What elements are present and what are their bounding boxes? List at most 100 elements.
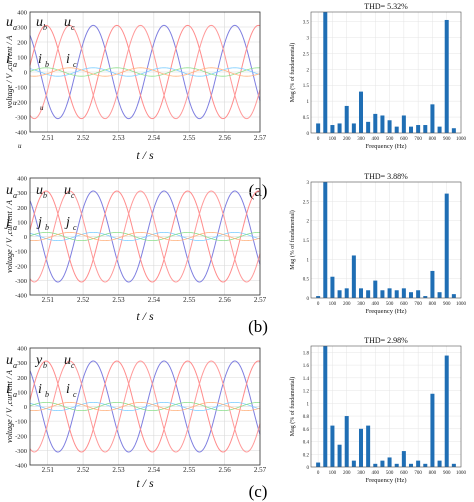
x-tick-label: 2.54 bbox=[148, 296, 161, 304]
y-axis-label: Mag (% of fundamental) bbox=[289, 377, 296, 436]
bar-900hz bbox=[444, 193, 449, 298]
stray-label: u bbox=[18, 142, 22, 150]
x-tick-label: 1000 bbox=[456, 471, 467, 476]
bar-650hz bbox=[409, 126, 413, 133]
y-tick-label: 100 bbox=[17, 55, 27, 62]
y-tick-label: 3 bbox=[307, 181, 310, 186]
x-tick-label: 500 bbox=[386, 302, 394, 307]
annotation-subscript: b bbox=[43, 23, 47, 32]
x-tick-label: 800 bbox=[429, 471, 437, 476]
bar-350hz bbox=[366, 121, 371, 133]
bar-100hz bbox=[330, 425, 335, 467]
x-tick-label: 900 bbox=[443, 302, 451, 307]
panel-label: (a) bbox=[249, 181, 268, 200]
y-tick-label: 100 bbox=[17, 219, 27, 226]
y-tick-label: 200 bbox=[17, 205, 27, 212]
bar-600hz bbox=[401, 115, 406, 133]
bar-700hz bbox=[416, 290, 421, 298]
series-line-ib bbox=[29, 232, 261, 241]
bar-300hz bbox=[359, 91, 363, 133]
spectrum-chart-2: 0 0.5 1 1.5 2 2.5 3 0 100 200 300 400 500 600 700 800 90… bbox=[289, 172, 467, 315]
y-tick-label: -300 bbox=[15, 115, 27, 122]
x-tick-label: 300 bbox=[357, 471, 365, 476]
annotation-base: i bbox=[6, 52, 10, 67]
series-line-ia bbox=[29, 232, 261, 241]
bar-550hz bbox=[394, 463, 399, 467]
x-tick-label: 2.55 bbox=[183, 296, 196, 304]
x-tick-label: 2.57 bbox=[254, 466, 267, 474]
x-axis-label: Frequency (Hz) bbox=[366, 308, 407, 315]
y-tick-label: 0.2 bbox=[303, 453, 310, 458]
y-tick-label: 1.6 bbox=[303, 364, 310, 369]
x-tick-label: 0 bbox=[317, 137, 320, 142]
annotation-subscript: a bbox=[13, 390, 17, 399]
x-tick-label: 2.56 bbox=[218, 466, 231, 474]
stray-label: u bbox=[40, 104, 44, 112]
plot-frame bbox=[29, 11, 261, 133]
y-tick-label: 400 bbox=[17, 176, 27, 183]
x-tick-label: 0 bbox=[317, 302, 320, 307]
bar-500hz bbox=[387, 457, 392, 467]
x-tick-label: 400 bbox=[372, 137, 380, 142]
y-tick-label: 3.5 bbox=[303, 21, 310, 26]
x-tick-label: 400 bbox=[372, 471, 380, 476]
bar-750hz bbox=[423, 463, 428, 467]
bar-150hz bbox=[337, 123, 342, 133]
annotation-subscript: c bbox=[73, 223, 77, 232]
series-line-uc bbox=[29, 24, 261, 120]
bar-100hz bbox=[330, 276, 335, 298]
x-tick-label: 2.53 bbox=[112, 134, 125, 142]
bar-100hz bbox=[330, 125, 335, 133]
chart-title: THD= 2.98% bbox=[364, 336, 408, 345]
y-axis-label: Mag (% of fundamental) bbox=[289, 210, 296, 269]
bar-500hz bbox=[387, 288, 392, 298]
x-tick-label: 900 bbox=[443, 471, 451, 476]
bar-50hz bbox=[323, 346, 328, 467]
x-tick-label: 2.52 bbox=[77, 296, 90, 304]
x-axis-label: t / s bbox=[136, 476, 154, 490]
y-tick-label: 1.4 bbox=[303, 377, 310, 382]
spectrum-chart-3: 0 0.2 0.4 0.6 0.8 1 1.2 1.4 1.6 1.8 0 100 200 300 400 5… bbox=[289, 336, 467, 484]
series-line-ib bbox=[29, 402, 261, 411]
series-line-ua bbox=[29, 360, 261, 453]
waveform-chart-3: 400 300 200 100 0 -100 -200 -300 -400 2.51 2.52 2.5… bbox=[5, 346, 267, 502]
annotation-base: u bbox=[6, 183, 13, 198]
y-tick-label: 3 bbox=[307, 36, 310, 41]
x-tick-label: 100 bbox=[329, 137, 337, 142]
y-tick-label: 2.5 bbox=[303, 52, 310, 57]
plot-frame bbox=[310, 181, 462, 299]
y-tick-label: 0 bbox=[307, 132, 310, 137]
bar-650hz bbox=[409, 292, 413, 298]
x-tick-label: 200 bbox=[343, 471, 351, 476]
y-tick-label: -400 bbox=[15, 293, 27, 300]
annotation-subscript: c bbox=[71, 361, 75, 370]
annotation-base: i bbox=[38, 52, 42, 67]
annotation-subscript: b bbox=[43, 191, 47, 200]
y-tick-label: 2 bbox=[307, 68, 310, 73]
y-tick-label: 0 bbox=[24, 404, 27, 411]
y-tick-label: 200 bbox=[17, 40, 27, 47]
series-line-ic bbox=[29, 67, 261, 77]
x-tick-label: 2.53 bbox=[112, 466, 125, 474]
annotation-subscript: a bbox=[13, 223, 17, 232]
x-tick-label: 200 bbox=[343, 137, 351, 142]
annotation-base: y bbox=[34, 353, 43, 368]
series-line-ia bbox=[29, 402, 261, 411]
bar-900hz bbox=[444, 355, 449, 467]
bar-250hz bbox=[351, 460, 356, 467]
y-axis-label: voltage / V ,current / A bbox=[5, 36, 14, 109]
x-tick-label: 2.57 bbox=[254, 296, 267, 304]
bar-700hz bbox=[416, 125, 421, 133]
y-tick-label: -400 bbox=[15, 463, 27, 470]
x-tick-label: 500 bbox=[386, 137, 394, 142]
x-tick-label: 900 bbox=[443, 137, 451, 142]
x-axis-label: Frequency (Hz) bbox=[366, 477, 407, 484]
y-tick-label: -100 bbox=[15, 249, 27, 256]
x-tick-label: 700 bbox=[414, 137, 422, 142]
chart-title: THD= 5.32% bbox=[364, 2, 408, 11]
annotation-base: u bbox=[36, 183, 43, 198]
x-tick-label: 2.51 bbox=[42, 296, 55, 304]
y-tick-label: 0 bbox=[307, 297, 310, 302]
bar-0hz bbox=[316, 123, 321, 133]
bar-250hz bbox=[351, 123, 356, 133]
